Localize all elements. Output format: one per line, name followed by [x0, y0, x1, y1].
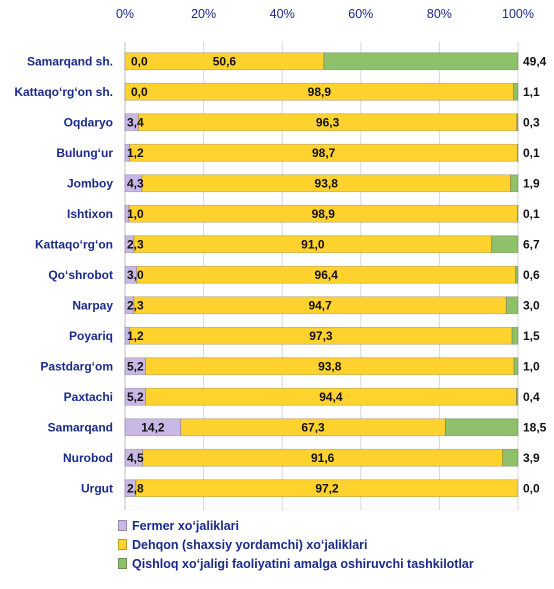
- bar-segment-series-3: [515, 265, 519, 284]
- data-label-series-2: 98,7: [312, 146, 336, 160]
- data-label-series-3: 6,7: [523, 237, 540, 251]
- data-label-series-3: 0,0: [523, 481, 540, 495]
- data-label-series-1: 0,0: [131, 54, 148, 68]
- bar-segment-series-3: [513, 357, 519, 376]
- legend-item-fermer: Fermer xo‘jaliklari: [118, 516, 474, 535]
- data-label-series-1: 2,3: [127, 298, 144, 312]
- category-label: Nurobod: [63, 451, 113, 465]
- data-label-series-1: 3,4: [127, 115, 144, 129]
- data-label-series-3: 1,9: [523, 176, 540, 190]
- data-label-series-1: 4,3: [127, 176, 144, 190]
- legend-swatch-dehqon: [118, 539, 127, 550]
- data-label-series-1: 5,2: [127, 390, 144, 404]
- data-label-series-3: 0,1: [523, 146, 540, 160]
- bar-segment-series-3: [516, 387, 519, 406]
- data-label-series-1: 2,8: [127, 481, 144, 495]
- category-label: Narpay: [72, 298, 113, 312]
- data-label-series-2: 98,9: [312, 207, 336, 221]
- category-label: Bulung‘ur: [56, 146, 113, 160]
- bar-segment-series-3: [505, 296, 519, 315]
- x-tick-label: 100%: [502, 7, 534, 21]
- data-label-series-3: 3,0: [523, 298, 540, 312]
- category-label: Samarqand sh.: [27, 54, 113, 68]
- x-tick-label: 40%: [270, 7, 295, 21]
- category-label: Qo‘shrobot: [48, 268, 113, 282]
- data-label-series-1: 2,3: [127, 237, 144, 251]
- data-label-series-2: 96,4: [315, 268, 339, 282]
- x-tick-label: 60%: [348, 7, 373, 21]
- data-label-series-1: 3,0: [127, 268, 144, 282]
- data-label-series-3: 3,9: [523, 451, 540, 465]
- category-label: Samarqand: [48, 420, 113, 434]
- category-label: Poyariq: [69, 329, 113, 343]
- legend-label-tashkilotlar: Qishloq xo‘jaligi faoliyatini amalga osh…: [132, 556, 474, 571]
- category-label: Ishtixon: [67, 207, 113, 221]
- legend-label-dehqon: Dehqon (shaxsiy yordamchi) xo‘jaliklari: [132, 537, 368, 552]
- bar-segment-series-3: [502, 448, 519, 467]
- category-label: Kattaqo‘rg‘on: [35, 237, 113, 251]
- bars: [124, 52, 519, 510]
- data-label-series-1: 14,2: [141, 420, 165, 434]
- category-label: Jomboy: [67, 176, 113, 190]
- bar-segment-series-3: [516, 113, 519, 132]
- data-label-series-2: 50,6: [213, 54, 237, 68]
- bar-segment-series-3: [511, 326, 519, 345]
- data-label-series-1: 4,5: [127, 451, 144, 465]
- data-label-series-2: 91,6: [311, 451, 335, 465]
- legend: Fermer xo‘jaliklari Dehqon (shaxsiy yord…: [118, 516, 474, 573]
- x-tick-label: 0%: [116, 7, 134, 21]
- bar-segment-series-3: [323, 52, 519, 71]
- x-axis-ticks: 0% 20% 40% 60% 80% 100%: [116, 7, 534, 21]
- data-label-series-2: 97,3: [309, 329, 333, 343]
- data-label-series-3: 0,6: [523, 268, 540, 282]
- data-label-series-2: 94,4: [319, 390, 343, 404]
- category-label: Pastdarg‘om: [40, 359, 113, 373]
- category-labels: Samarqand sh. Kattaqo‘rg‘on sh. Oqdaryo Bul…: [14, 54, 113, 495]
- data-label-series-2: 91,0: [301, 237, 325, 251]
- bar-segment-series-3: [444, 418, 519, 437]
- x-tick-label: 80%: [427, 7, 452, 21]
- x-tick-label: 20%: [191, 7, 216, 21]
- data-label-series-3: 0,3: [523, 115, 540, 129]
- bar-segment-series-3: [510, 174, 519, 193]
- category-label: Paxtachi: [64, 390, 113, 404]
- data-label-series-2: 94,7: [308, 298, 332, 312]
- data-label-series-1: 1,2: [127, 329, 144, 343]
- data-label-series-1: 0,0: [131, 85, 148, 99]
- data-label-series-3: 0,1: [523, 207, 540, 221]
- data-label-series-1: 1,0: [127, 207, 144, 221]
- legend-swatch-fermer: [118, 520, 127, 531]
- data-label-series-3: 1,0: [523, 359, 540, 373]
- data-label-series-2: 93,8: [315, 176, 339, 190]
- data-label-series-3: 0,4: [523, 390, 540, 404]
- legend-item-dehqon: Dehqon (shaxsiy yordamchi) xo‘jaliklari: [118, 535, 474, 554]
- data-labels: 0,0 50,6 49,4 0,0 98,9 1,1 3,4 96,3 0,3 1,2 98,7 0,…: [127, 54, 547, 495]
- data-label-series-3: 1,5: [523, 329, 540, 343]
- data-label-series-2: 93,8: [318, 359, 342, 373]
- bar-segment-series-3: [513, 82, 519, 101]
- data-label-series-3: 18,5: [523, 420, 547, 434]
- data-label-series-2: 97,2: [315, 481, 339, 495]
- stacked-bar-chart: 0% 20% 40% 60% 80% 100% Samarqand sh. Kattaqo‘…: [14, 7, 547, 510]
- data-label-series-1: 1,2: [127, 146, 144, 160]
- data-label-series-3: 1,1: [523, 85, 540, 99]
- data-label-series-2: 96,3: [316, 115, 340, 129]
- bar-segment-series-2: [136, 265, 516, 284]
- category-label: Kattaqo‘rg‘on sh.: [14, 85, 113, 99]
- data-label-series-2: 98,9: [308, 85, 332, 99]
- legend-item-tashkilotlar: Qishloq xo‘jaligi faoliyatini amalga osh…: [118, 554, 474, 573]
- legend-label-fermer: Fermer xo‘jaliklari: [132, 518, 240, 533]
- bar-segment-series-3: [491, 235, 519, 254]
- legend-swatch-tashkilotlar: [118, 558, 127, 569]
- bar-segment-series-2: [135, 479, 519, 498]
- category-label: Urgut: [81, 481, 113, 495]
- category-label: Oqdaryo: [64, 115, 113, 129]
- data-label-series-3: 49,4: [523, 54, 547, 68]
- data-label-series-2: 67,3: [301, 420, 325, 434]
- data-label-series-1: 5,2: [127, 359, 144, 373]
